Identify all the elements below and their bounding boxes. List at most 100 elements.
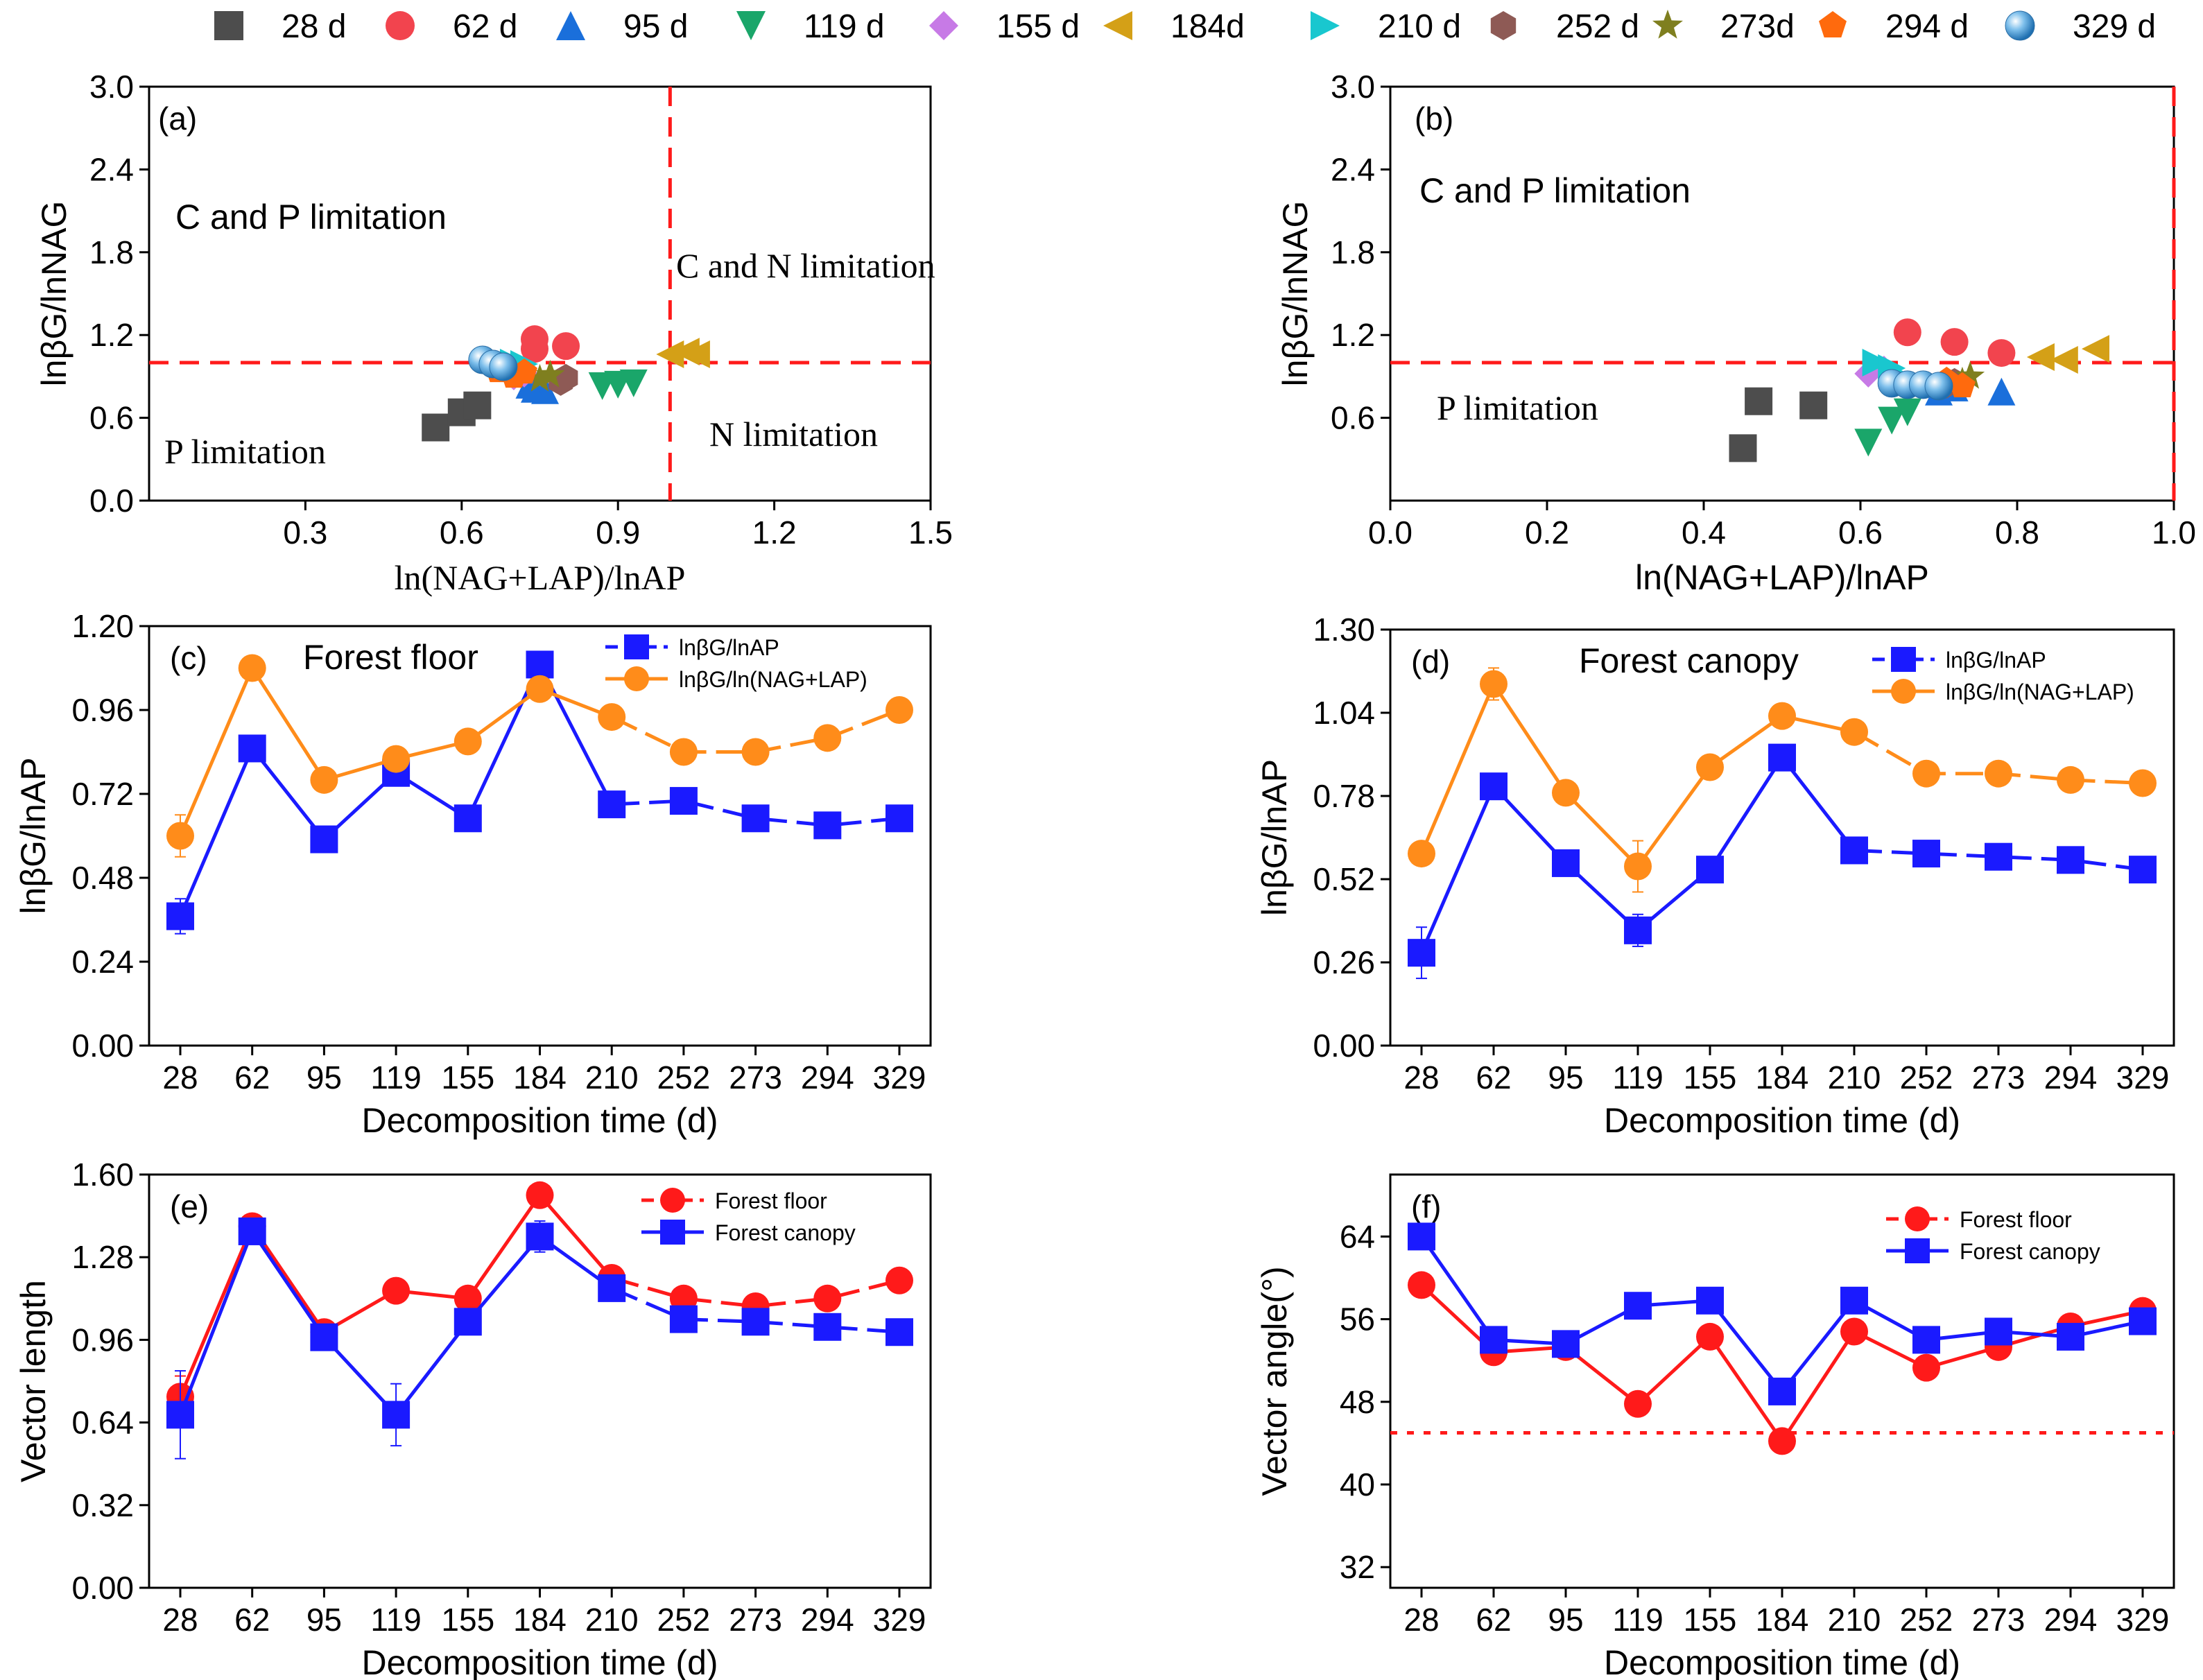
y-axis-label: lnβG/lnAP — [14, 757, 53, 914]
point-0-184 — [1768, 1427, 1796, 1455]
x-tick-label: 184 — [1756, 1059, 1809, 1096]
region-label-lower-left: P limitation — [1437, 388, 1598, 427]
panel-c-line-chart: 28 62 95 119 155 184 210 252 273 294 329 0.00 0.24 0.… — [14, 608, 932, 1140]
legend-label-10: 329 d — [2073, 8, 2156, 45]
point-0-95 — [310, 825, 338, 854]
y-tick-label: 1.8 — [89, 234, 134, 270]
point-0-155 — [1696, 856, 1724, 884]
y-tick-label: 0.26 — [1313, 944, 1375, 980]
legend-marker-5 — [1103, 11, 1132, 40]
point-119d — [1878, 406, 1906, 435]
point-119d — [1854, 428, 1883, 457]
point-184d — [656, 340, 684, 369]
point-0-184 — [1768, 743, 1796, 772]
x-axis-label: Decomposition time (d) — [361, 1101, 718, 1140]
x-tick-label: 28 — [162, 1059, 198, 1096]
point-0-62 — [238, 734, 266, 763]
y-tick-label: 0.72 — [71, 776, 134, 812]
point-0-119 — [1624, 1389, 1652, 1418]
point-0-155 — [1696, 1322, 1724, 1351]
x-axis-label: Decomposition time (d) — [1604, 1643, 1960, 1680]
point-1-210 — [1840, 718, 1868, 746]
point-1-28 — [166, 822, 194, 850]
y-tick-label: 1.30 — [1313, 612, 1375, 648]
x-tick-label: 0.0 — [1368, 514, 1412, 551]
point-1-329 — [2129, 1307, 2157, 1335]
x-tick-label: 184 — [513, 1059, 567, 1096]
x-tick-label: 210 — [1828, 1602, 1881, 1638]
legend-marker-6 — [1311, 11, 1340, 40]
point-0-210 — [1840, 1317, 1868, 1346]
point-1-273 — [741, 738, 770, 766]
x-axis-label: Decomposition time (d) — [1604, 1101, 1960, 1140]
y-tick-label: 1.60 — [71, 1157, 134, 1193]
point-0-294 — [2057, 846, 2084, 874]
point-1-210 — [598, 703, 626, 731]
y-tick-label: 1.04 — [1313, 695, 1375, 731]
legend-label-1: 62 d — [453, 8, 517, 45]
point-1-28 — [1408, 1222, 1435, 1251]
x-tick-label: 329 — [2116, 1059, 2170, 1096]
x-tick-label: 62 — [234, 1602, 270, 1638]
x-tick-label: 294 — [801, 1059, 854, 1096]
region-label-lower-left: P limitation — [164, 432, 326, 471]
legend-marker-0 — [1905, 1206, 1930, 1231]
legend-label-8: 273d — [1720, 8, 1795, 45]
point-1-95 — [1552, 779, 1580, 807]
point-1-329 — [885, 1318, 913, 1346]
x-tick-label: 155 — [1684, 1602, 1737, 1638]
x-tick-label: 184 — [513, 1602, 567, 1638]
panel-label: (e) — [170, 1188, 209, 1224]
point-1-294 — [813, 1313, 842, 1341]
x-axis-label: Decomposition time (d) — [361, 1643, 718, 1680]
y-tick-label: 0.6 — [1331, 400, 1375, 436]
panel-label: (a) — [158, 101, 197, 137]
panel-label: (b) — [1415, 101, 1453, 137]
x-tick-label: 1.5 — [908, 514, 953, 551]
legend-label-9: 294 d — [1885, 8, 1969, 45]
panel-e-line-chart: 28 62 95 119 155 184 210 252 273 294 329 0.00 0.32 0.… — [14, 1157, 932, 1680]
point-1-95 — [310, 1323, 338, 1351]
point-0-252 — [1912, 840, 1940, 868]
y-tick-label: 0.96 — [71, 1322, 134, 1358]
point-119d — [619, 369, 648, 397]
x-tick-label: 155 — [441, 1602, 494, 1638]
x-tick-label: 0.6 — [440, 514, 484, 551]
point-1-210 — [598, 1274, 626, 1302]
y-tick-label: 2.4 — [1331, 151, 1375, 187]
point-1-273 — [1985, 1317, 2012, 1346]
panel-a-scatter: 0.3 0.6 0.9 1.2 1.5 0.0 0.6 1.2 1.8 2.4 3.0 (a) ln(N… — [35, 69, 953, 597]
x-tick-label: 155 — [441, 1059, 494, 1096]
x-tick-label: 252 — [657, 1059, 711, 1096]
point-1-252 — [669, 738, 698, 766]
x-tick-label: 294 — [2044, 1602, 2098, 1638]
region-label-upper-right: C and N limitation — [676, 246, 935, 285]
x-tick-label: 119 — [1612, 1602, 1663, 1638]
x-tick-label: 62 — [234, 1059, 270, 1096]
y-tick-label: 56 — [1340, 1301, 1375, 1337]
point-1-294 — [2057, 765, 2084, 794]
y-tick-label: 3.0 — [89, 69, 134, 105]
legend-marker-8 — [1652, 9, 1683, 39]
x-tick-label: 1.2 — [752, 514, 797, 551]
x-axis-label: ln(NAG+LAP)/lnAP — [395, 558, 686, 597]
legend-marker-1 — [660, 1220, 685, 1245]
point-1-252 — [669, 1305, 698, 1333]
legend-marker-0 — [214, 11, 243, 40]
series-line-0 — [178, 660, 614, 917]
y-axis-label: lnβG/lnNAG — [35, 201, 74, 387]
point-1-95 — [310, 765, 338, 794]
y-tick-label: 48 — [1340, 1384, 1375, 1420]
panel-b-scatter: 0.0 0.2 0.4 0.6 0.8 1.0 0.6 1.2 1.8 2.4 3.0 (b) ln(N… — [1276, 69, 2196, 597]
point-28d — [1799, 391, 1828, 419]
point-0-155 — [453, 804, 482, 833]
point-0-28 — [1408, 1271, 1435, 1299]
x-tick-label: 329 — [873, 1059, 926, 1096]
y-axis-label: lnβG/lnNAG — [1276, 201, 1315, 387]
point-1-273 — [741, 1308, 770, 1336]
point-1-184 — [1768, 702, 1796, 730]
point-184d — [682, 340, 710, 369]
point-294d — [1949, 372, 1976, 397]
point-184d — [2026, 343, 2055, 372]
legend-label-6: 210 d — [1378, 8, 1461, 45]
